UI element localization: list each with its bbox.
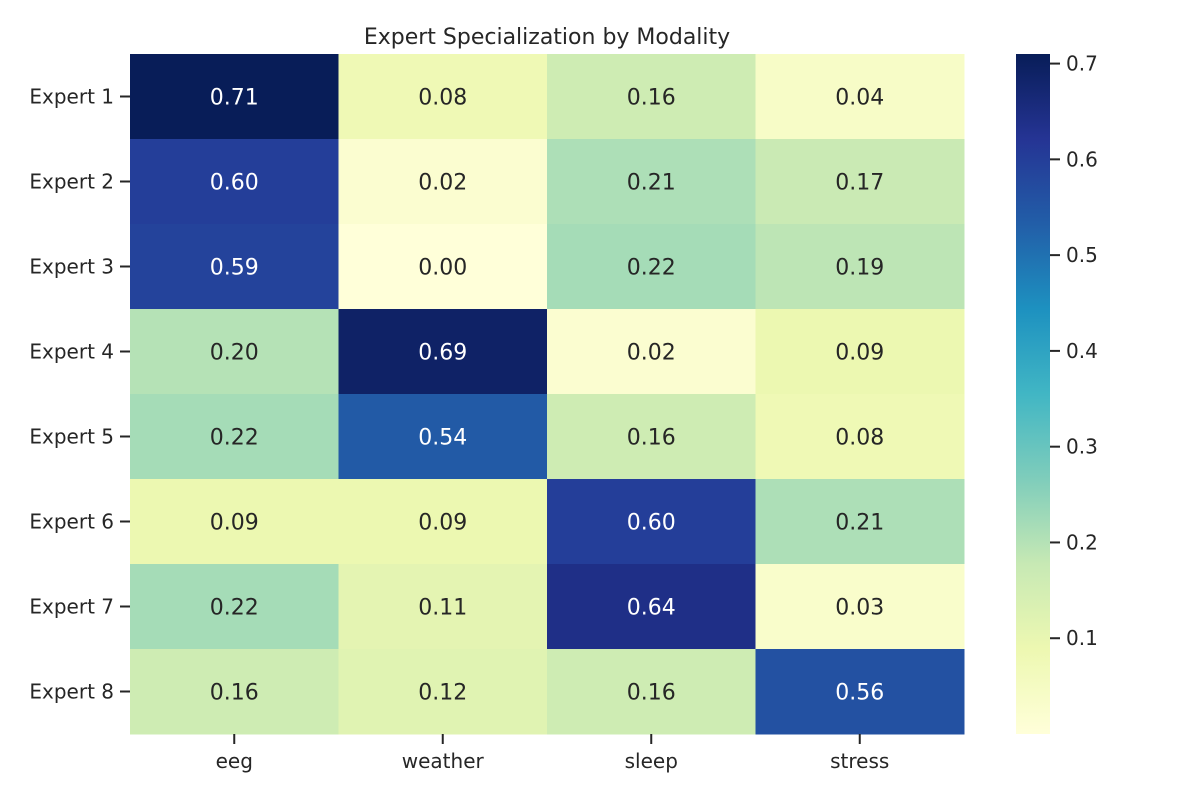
heatmap-cell [755,139,965,225]
cell-value-label: 0.16 [627,86,676,111]
colorbar-tick-label: 0.1 [1066,626,1098,650]
y-tick-label: Expert 6 [29,510,114,534]
heatmap-cell [755,394,965,480]
heatmap-cell [338,394,548,480]
y-tick-label: Expert 7 [29,595,114,619]
cell-value-label: 0.09 [418,511,467,536]
heatmap-cell [547,479,756,565]
heatmap-cell [547,224,756,310]
heatmap-cell [130,649,339,735]
x-tick-label: sleep [625,749,678,773]
heatmap-cell [547,649,756,735]
cell-value-label: 0.17 [835,171,884,196]
chart-title: Expert Specialization by Modality [364,25,730,50]
colorbar: 0.1 0.2 0.3 0.4 0.5 0.6 0.7 [1016,52,1098,734]
y-tick-label: Expert 2 [29,170,114,194]
heatmap-cell [547,309,756,395]
cell-value-label: 0.69 [418,341,467,366]
heatmap-cell [130,309,339,395]
heatmap-cell [130,139,339,225]
y-tick-label: Expert 3 [29,255,114,279]
cell-value-label: 0.12 [418,681,467,706]
heatmap-cells: 0.71 0.08 0.16 0.04 0.60 0.02 0.21 0.17 0.59 0.00… [130,54,965,735]
heatmap-cell [755,309,965,395]
cell-value-label: 0.16 [210,681,259,706]
colorbar-tick-label: 0.7 [1066,52,1098,76]
cell-value-label: 0.02 [418,171,467,196]
heatmap-cell [755,479,965,565]
cell-value-label: 0.02 [627,341,676,366]
heatmap-cell [338,309,548,395]
heatmap-cell [547,394,756,480]
heatmap-cell [755,564,965,650]
y-tick-label: Expert 4 [29,340,114,364]
cell-value-label: 0.20 [210,341,259,366]
cell-value-label: 0.21 [835,511,884,536]
heatmap-cell [755,224,965,310]
cell-value-label: 0.00 [418,256,467,281]
heatmap-cell [130,564,339,650]
cell-value-label: 0.19 [835,256,884,281]
colorbar-tick-label: 0.5 [1066,243,1098,267]
cell-value-label: 0.22 [627,256,676,281]
heatmap-cell [755,54,965,140]
cell-value-label: 0.11 [418,596,467,621]
x-axis: eeg weather sleep stress [216,734,889,773]
heatmap-cell [130,54,339,140]
heatmap-cell [755,649,965,735]
cell-value-label: 0.16 [627,681,676,706]
heatmap-cell [338,54,548,140]
x-tick-label: eeg [216,749,253,773]
heatmap-cell [130,394,339,480]
cell-value-label: 0.21 [627,171,676,196]
cell-value-label: 0.08 [418,86,467,111]
colorbar-gradient [1016,54,1050,734]
heatmap-cell [338,564,548,650]
cell-value-label: 0.54 [418,426,467,451]
cell-value-label: 0.04 [835,86,884,111]
heatmap-cell [547,139,756,225]
cell-value-label: 0.09 [210,511,259,536]
cell-value-label: 0.56 [835,681,884,706]
cell-value-label: 0.16 [627,426,676,451]
heatmap-cell [338,224,548,310]
colorbar-tick-label: 0.4 [1066,339,1098,363]
colorbar-tick-label: 0.2 [1066,530,1098,554]
cell-value-label: 0.60 [210,171,259,196]
cell-value-label: 0.03 [835,596,884,621]
cell-value-label: 0.71 [210,86,259,111]
heatmap-cell [547,54,756,140]
y-tick-label: Expert 8 [29,680,114,704]
y-tick-label: Expert 5 [29,425,114,449]
heatmap-cell [338,649,548,735]
cell-value-label: 0.60 [627,511,676,536]
colorbar-tick-label: 0.6 [1066,147,1098,171]
cell-value-label: 0.09 [835,341,884,366]
x-tick-label: weather [402,749,485,773]
y-axis: Expert 1 Expert 2 Expert 3 Expert 4 Expert 5… [29,85,130,704]
x-tick-label: stress [830,749,889,773]
cell-value-label: 0.08 [835,426,884,451]
heatmap-cell [130,479,339,565]
cell-value-label: 0.22 [210,426,259,451]
heatmap-cell [338,479,548,565]
colorbar-tick-label: 0.3 [1066,435,1098,459]
cell-value-label: 0.22 [210,596,259,621]
cell-value-label: 0.64 [627,596,676,621]
heatmap-cell [130,224,339,310]
cell-value-label: 0.59 [210,256,259,281]
heatmap-cell [338,139,548,225]
y-tick-label: Expert 1 [29,85,114,109]
heatmap-cell [547,564,756,650]
